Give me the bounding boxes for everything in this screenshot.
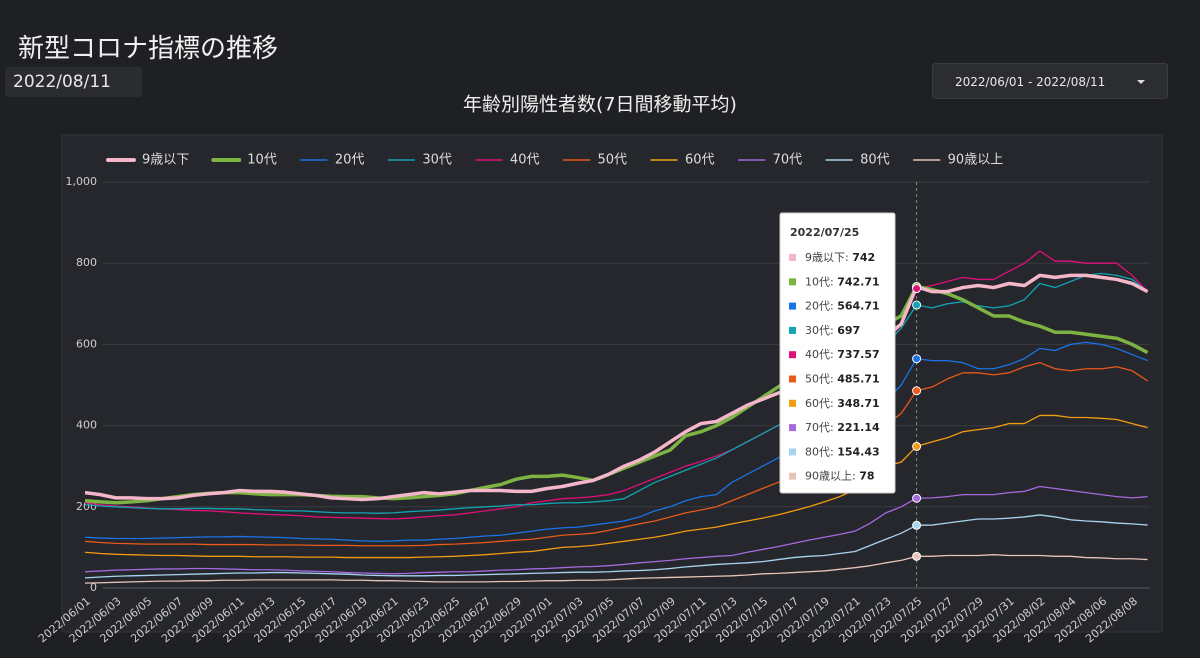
chart-title: 年齢別陽性者数(7日間移動平均) bbox=[463, 94, 737, 116]
tooltip-sep: : bbox=[830, 421, 837, 434]
series-line bbox=[84, 554, 1148, 584]
tooltip-sep: : bbox=[830, 397, 837, 410]
tooltip-sep: : bbox=[830, 445, 837, 458]
legend-label: 70代 bbox=[773, 153, 803, 168]
tooltip-value: 697 bbox=[837, 324, 860, 337]
tooltip-value: 737.57 bbox=[837, 348, 879, 361]
tooltip-name: 50代 bbox=[805, 373, 830, 386]
tooltip-swatch bbox=[789, 472, 796, 480]
legend-label: 10代 bbox=[247, 153, 277, 168]
y-tick-label: 0 bbox=[90, 581, 97, 594]
series-line bbox=[84, 362, 1148, 547]
tooltip-entry: 70代: 221.14 bbox=[805, 421, 880, 434]
tooltip-value: 742 bbox=[852, 251, 875, 264]
tooltip-name: 40代 bbox=[805, 348, 830, 361]
tooltip-entry: 20代: 564.71 bbox=[805, 300, 880, 313]
chart-panel bbox=[61, 134, 1163, 633]
caret bbox=[1137, 80, 1145, 84]
tooltip-value: 154.43 bbox=[837, 445, 879, 458]
tooltip-entry: 80代: 154.43 bbox=[805, 445, 880, 458]
tooltip-swatch bbox=[789, 254, 796, 261]
tooltip-value: 221.14 bbox=[837, 421, 880, 434]
series-line bbox=[84, 250, 1149, 520]
y-tick-label: 600 bbox=[76, 337, 97, 350]
tooltip-entry: 9歳以下: 742 bbox=[805, 251, 875, 264]
tooltip-value: 564.71 bbox=[837, 300, 879, 313]
tooltip-sep: : bbox=[845, 251, 852, 264]
tooltip-entry: 60代: 348.71 bbox=[805, 397, 880, 410]
series-line bbox=[84, 341, 1148, 542]
tooltip-sep: : bbox=[852, 470, 859, 483]
tooltip-value: 78 bbox=[859, 470, 874, 483]
tooltip-swatch bbox=[789, 326, 796, 334]
tooltip-entry: 10代: 742.71 bbox=[805, 275, 880, 288]
tooltip-value: 485.71 bbox=[837, 373, 879, 386]
page-title: 新型コロナ指標の推移 bbox=[18, 34, 279, 64]
series-line bbox=[84, 514, 1148, 579]
tooltip-name: 30代 bbox=[805, 324, 830, 337]
y-tick-label: 400 bbox=[76, 419, 97, 432]
hover-dot bbox=[912, 551, 922, 561]
tooltip-swatch bbox=[789, 424, 796, 432]
series-line bbox=[84, 414, 1148, 559]
series-line bbox=[84, 273, 1149, 502]
tooltip-box bbox=[779, 212, 896, 494]
tooltip-name: 20代 bbox=[805, 300, 830, 313]
legend-label: 20代 bbox=[335, 153, 365, 168]
legend-label: 40代 bbox=[510, 153, 540, 168]
tooltip-sep: : bbox=[830, 275, 837, 288]
legend-label: 80代 bbox=[860, 153, 890, 168]
legend-label: 9歳以下 bbox=[142, 153, 189, 168]
tooltip-name: 9歳以下 bbox=[805, 251, 845, 264]
hover-dot bbox=[912, 520, 922, 530]
legend-label: 60代 bbox=[685, 153, 715, 168]
tooltip: 2022/07/25 9歳以下: 742 10代: 742.71 20代: 564.7… bbox=[779, 212, 896, 494]
tooltip-swatch bbox=[789, 399, 796, 407]
date-range-text: 2022/06/01 - 2022/08/11 bbox=[955, 75, 1106, 89]
tooltip-entry: 40代: 737.57 bbox=[805, 348, 880, 361]
y-tick-label: 800 bbox=[76, 256, 97, 269]
tooltip-name: 60代 bbox=[805, 397, 830, 410]
tooltip-value: 742.71 bbox=[837, 275, 879, 288]
hover-dot bbox=[912, 493, 922, 503]
tooltip-sep: : bbox=[830, 373, 837, 386]
tooltip-swatch bbox=[789, 375, 796, 383]
series-line bbox=[84, 485, 1148, 575]
legend-label: 90歳以上 bbox=[948, 153, 1004, 168]
tooltip-swatch bbox=[789, 351, 796, 359]
tooltip-sep: : bbox=[830, 300, 837, 313]
tooltip-swatch bbox=[789, 278, 796, 286]
legend-label: 50代 bbox=[597, 153, 627, 168]
tooltip-swatch bbox=[789, 448, 796, 456]
tooltip-entry: 50代: 485.71 bbox=[805, 373, 880, 386]
tooltip-entry: 30代: 697 bbox=[805, 324, 860, 337]
hover-dot bbox=[912, 441, 922, 451]
tooltip-name: 10代 bbox=[805, 275, 830, 288]
tooltip-sep: : bbox=[830, 324, 837, 337]
date-range-dropdown[interactable]: 2022/06/01 - 2022/08/11 bbox=[932, 63, 1168, 99]
tooltip-sep: : bbox=[830, 348, 837, 361]
tooltip-title: 2022/07/25 bbox=[790, 226, 859, 239]
tooltip-name: 70代 bbox=[805, 421, 830, 434]
hover-dot bbox=[912, 284, 922, 294]
tooltip-name: 90歳以上 bbox=[805, 470, 852, 483]
tooltip-name: 80代 bbox=[805, 445, 830, 458]
date-field[interactable]: 2022/08/11 bbox=[5, 67, 142, 97]
hover-dot bbox=[912, 386, 922, 396]
legend-label: 30代 bbox=[422, 153, 452, 168]
hover-dot bbox=[912, 354, 922, 364]
tooltip-swatch bbox=[789, 302, 796, 310]
tooltip-value: 348.71 bbox=[837, 397, 879, 410]
y-tick-label: 1,000 bbox=[66, 175, 98, 188]
hover-dot bbox=[912, 300, 922, 310]
tooltip-entry: 90歳以上: 78 bbox=[805, 470, 875, 483]
